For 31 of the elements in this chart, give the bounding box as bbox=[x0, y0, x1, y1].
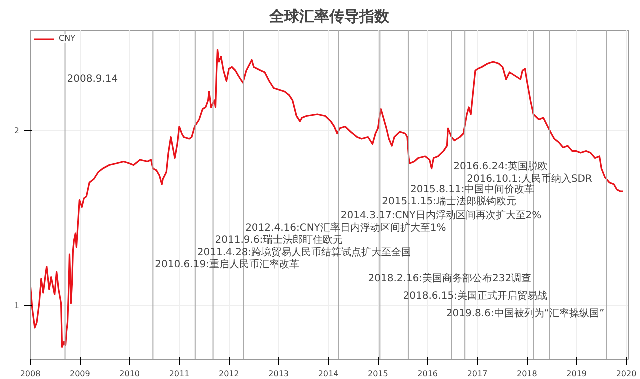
annotation: 2010.6.19:重启人民币汇率改革 bbox=[155, 258, 300, 270]
annotation: 2015.1.15:瑞士法郎脱钩欧元 bbox=[382, 196, 516, 208]
x-tick-label: 2017 bbox=[467, 370, 488, 378]
annotation: 2019.8.6:中国被列为“汇率操纵国” bbox=[446, 308, 605, 320]
annotation: 2016.6.24:英国脱欧 bbox=[454, 160, 548, 172]
line-series bbox=[30, 48, 624, 348]
x-tick-label: 2009 bbox=[70, 370, 90, 378]
annotation: 2014.3.17:CNY日内浮动区间再次扩大至2% bbox=[340, 210, 542, 222]
annotation: 2011.4.28:跨境贸易人民币结算试点扩大至全国 bbox=[197, 246, 412, 258]
y-tick-label: 2 bbox=[14, 126, 20, 136]
x-tick-label: 2015 bbox=[368, 370, 388, 378]
chart-title: 全球汇率传导指数 bbox=[268, 8, 390, 26]
annotation: 2011.9.6:瑞士法郎盯住欧元 bbox=[215, 234, 344, 246]
y-tick-label: 1 bbox=[14, 301, 20, 310]
annotation: 2015.8.11:中国中间价改革 bbox=[410, 183, 535, 196]
annotation: 2016.10.1:人民币纳入SDR bbox=[467, 172, 592, 185]
x-tick-label: 2019 bbox=[566, 370, 588, 378]
x-tick-label: 2014 bbox=[318, 370, 339, 378]
legend-label: CNY bbox=[59, 34, 76, 43]
x-tick-label: 2010 bbox=[120, 370, 140, 378]
x-tick-label: 2011 bbox=[169, 370, 190, 378]
annotation: 2012.4.16:CNY汇率日内浮动区间扩大至1% bbox=[246, 222, 446, 234]
annotation: 2018.2.16:美国商务部公布232调查 bbox=[368, 272, 532, 284]
x-tick-label: 2016 bbox=[418, 370, 438, 378]
x-tick-label: 2013 bbox=[268, 370, 290, 378]
annotation: 2018.6.15:美国正式开启贸易战 bbox=[403, 290, 548, 302]
x-tick-label: 2020 bbox=[616, 370, 637, 378]
annotation: 2008.9.14 bbox=[67, 74, 118, 85]
x-tick-label: 2012 bbox=[218, 370, 240, 378]
x-tick-label: 2018 bbox=[517, 370, 538, 378]
x-tick-label: 2008 bbox=[20, 370, 41, 378]
